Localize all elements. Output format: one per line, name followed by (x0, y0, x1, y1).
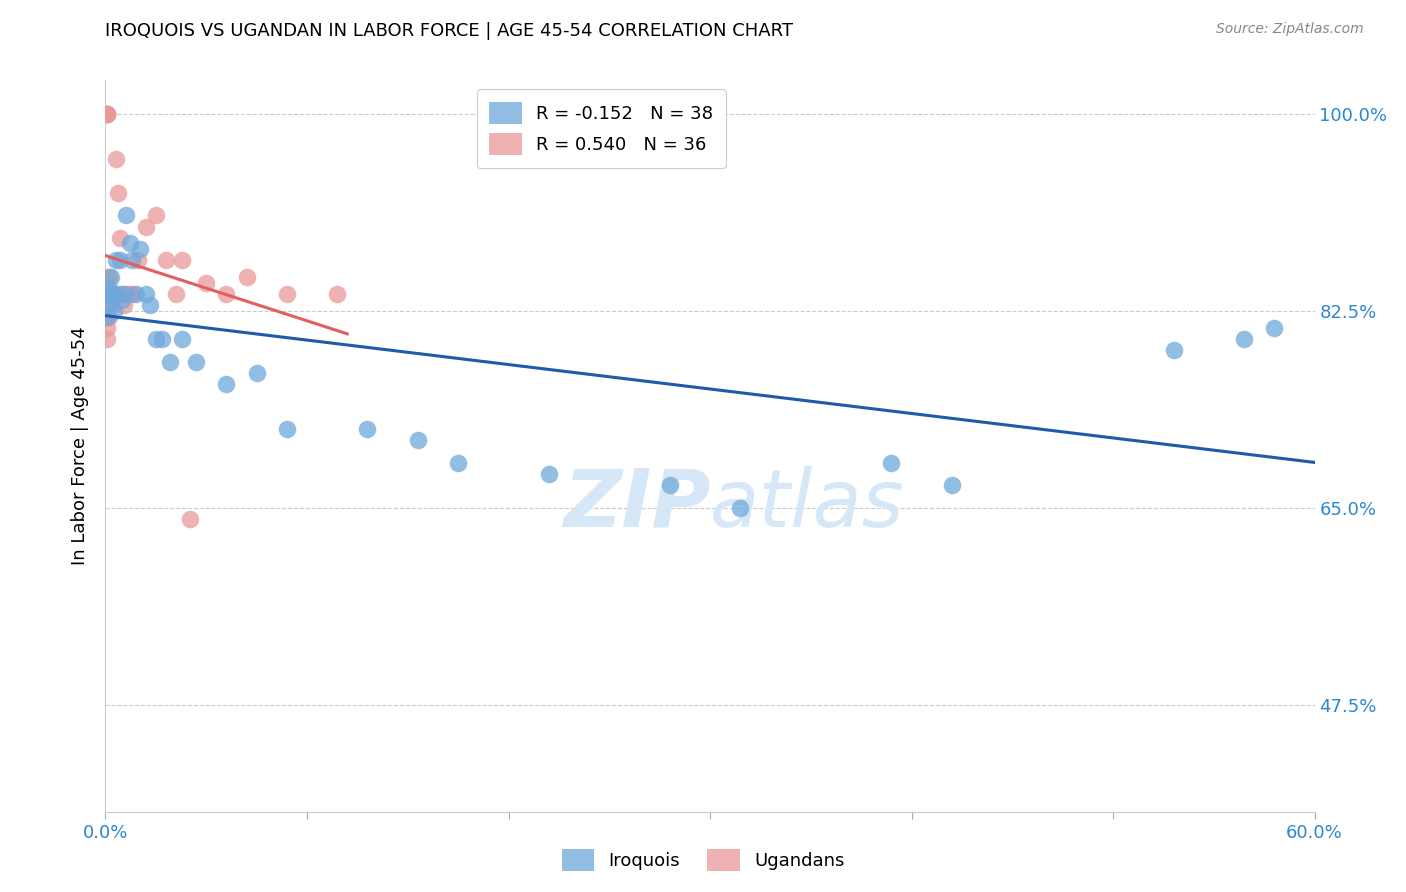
Point (150, 332, 173, 346)
Point (104, 152, 127, 166)
Point (276, 287, 298, 301)
Point (215, 287, 238, 301)
Point (96, 287, 118, 301)
Point (108, 231, 131, 245)
Point (104, 253, 127, 268)
Point (118, 287, 141, 301)
Point (98, 298, 121, 312)
Point (96, 107, 118, 121)
Point (96, 321, 118, 335)
Point (406, 434, 429, 448)
Point (118, 236, 141, 251)
Point (96, 310, 118, 324)
Point (112, 298, 135, 312)
Y-axis label: In Labor Force | Age 45-54: In Labor Force | Age 45-54 (72, 326, 90, 566)
Point (103, 287, 125, 301)
Point (195, 276, 218, 290)
Point (276, 422, 298, 436)
Point (107, 186, 129, 200)
Point (107, 287, 129, 301)
Text: atlas: atlas (710, 466, 905, 543)
Point (145, 208, 167, 222)
Text: IROQUOIS VS UGANDAN IN LABOR FORCE | AGE 45-54 CORRELATION CHART: IROQUOIS VS UGANDAN IN LABOR FORCE | AGE… (105, 22, 793, 40)
Point (96, 270, 118, 285)
Point (127, 253, 149, 268)
Text: ZIP: ZIP (562, 466, 710, 543)
Point (537, 467, 560, 482)
Point (246, 366, 269, 380)
Point (98, 310, 121, 324)
Point (128, 242, 150, 256)
Point (170, 332, 193, 346)
Point (186, 354, 208, 368)
Point (658, 478, 681, 492)
Point (121, 253, 143, 268)
Point (356, 422, 378, 436)
Point (98, 281, 121, 295)
Point (100, 287, 122, 301)
Point (730, 500, 752, 515)
Point (96, 107, 118, 121)
Point (155, 253, 177, 268)
Point (98, 270, 121, 285)
Point (165, 287, 187, 301)
Point (1233, 332, 1256, 346)
Point (96, 332, 118, 346)
Point (96, 310, 118, 324)
Point (98, 287, 121, 301)
Point (96, 107, 118, 121)
Point (215, 377, 238, 392)
Legend: Iroquois, Ugandans: Iroquois, Ugandans (554, 842, 852, 879)
Point (139, 298, 162, 312)
Point (103, 304, 125, 318)
Point (326, 287, 349, 301)
Point (110, 287, 132, 301)
Point (108, 253, 131, 268)
Point (96, 107, 118, 121)
Point (114, 287, 136, 301)
Point (941, 478, 963, 492)
Point (110, 293, 132, 307)
Point (121, 287, 143, 301)
Point (179, 512, 201, 526)
Point (96, 298, 118, 312)
Point (159, 354, 181, 368)
Point (880, 456, 903, 470)
Point (1263, 321, 1285, 335)
Text: Source: ZipAtlas.com: Source: ZipAtlas.com (1216, 22, 1364, 37)
Point (235, 270, 257, 285)
Point (135, 287, 157, 301)
Point (135, 219, 157, 234)
Point (447, 456, 470, 470)
Point (170, 253, 193, 268)
Legend: R = -0.152   N = 38, R = 0.540   N = 36: R = -0.152 N = 38, R = 0.540 N = 36 (477, 89, 725, 168)
Point (112, 287, 135, 301)
Point (145, 332, 167, 346)
Point (1163, 343, 1185, 358)
Point (96, 287, 118, 301)
Point (103, 287, 125, 301)
Point (125, 287, 148, 301)
Point (100, 270, 122, 285)
Point (114, 208, 136, 222)
Point (100, 298, 122, 312)
